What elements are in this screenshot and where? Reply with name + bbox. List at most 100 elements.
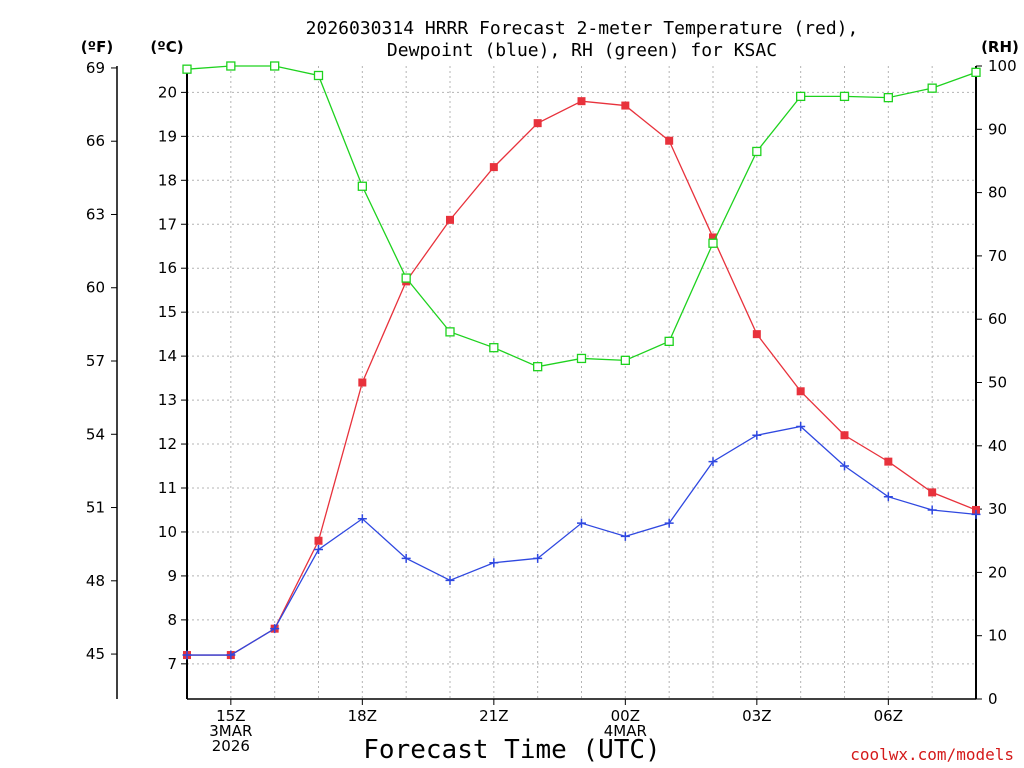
fahrenheit-tick-label: 54 (86, 425, 105, 443)
rh-tick-label: 10 (988, 627, 1007, 645)
celsius-tick-label: 12 (158, 435, 177, 453)
celsius-tick-label: 19 (158, 127, 177, 145)
rh-point (445, 327, 455, 337)
rh-point (357, 181, 367, 191)
dewpoint-point (357, 514, 367, 524)
celsius-tick-label: 13 (158, 391, 177, 409)
celsius-unit-label: (ºC) (150, 38, 183, 56)
x-tick-label: 21Z (479, 707, 508, 725)
temperature-point (314, 536, 323, 545)
celsius-tick-label: 11 (158, 479, 177, 497)
rh-point (270, 61, 280, 71)
fahrenheit-tick-label: 48 (86, 572, 105, 590)
dewpoint-point (620, 531, 630, 541)
x-tick-label: 3MAR (209, 722, 252, 740)
rh-tick-label: 50 (988, 374, 1007, 392)
dewpoint-point (796, 421, 806, 431)
gridlines (187, 66, 976, 699)
temperature-point (884, 457, 893, 466)
dewpoint-point (752, 430, 762, 440)
rh-unit-label: (RH) (981, 38, 1019, 56)
rh-point (839, 91, 850, 102)
rh-point (401, 273, 411, 283)
dewpoint-point (226, 650, 236, 660)
rh-tick-label: 90 (988, 120, 1007, 138)
temperature-point (928, 488, 937, 497)
rh-point (576, 353, 587, 364)
chart-title-line-1: 2026030314 HRRR Forecast 2-meter Tempera… (306, 18, 859, 39)
dewpoint-point (401, 553, 411, 563)
fahrenheit-unit-label: (ºF) (81, 38, 113, 56)
rh-point (664, 336, 674, 347)
dewpoint-point (708, 457, 718, 467)
temperature-point (577, 97, 586, 106)
celsius-tick-label: 8 (167, 611, 177, 629)
temperature-point (840, 431, 849, 440)
dewpoint-point (314, 545, 323, 555)
temperature-point (621, 101, 630, 110)
rh-point (533, 362, 543, 372)
credit-text: coolwx.com/models (850, 745, 1014, 764)
x-tick-label: 06Z (874, 707, 903, 725)
rh-point (927, 83, 937, 93)
chart-title-line-2: Dewpoint (blue), RH (green) for KSAC (387, 40, 777, 61)
rh-point (313, 70, 324, 81)
rh-tick-label: 80 (988, 184, 1007, 202)
rh-point (620, 355, 630, 365)
dewpoint-point (270, 624, 280, 634)
temperature-point (358, 378, 367, 387)
temperature-point (709, 233, 717, 242)
fahrenheit-tick-label: 60 (86, 279, 105, 297)
rh-point (708, 238, 718, 248)
x-tick-label: 18Z (348, 707, 377, 725)
dewpoint-point (533, 553, 543, 563)
dewpoint-line (187, 425, 977, 656)
fahrenheit-tick-label: 66 (86, 132, 105, 150)
dewpoint-point (840, 461, 849, 471)
celsius-tick-label: 17 (158, 215, 177, 233)
temperature-point (752, 330, 761, 339)
rh-point (489, 343, 499, 353)
fahrenheit-tick-label: 57 (86, 352, 105, 370)
x-axis-label: Forecast Time (UTC) (363, 735, 660, 765)
rh-point (752, 146, 762, 157)
dewpoint-point (182, 650, 192, 660)
celsius-tick-label: 16 (158, 259, 177, 277)
dewpoint-point (445, 575, 455, 585)
temperature-point (665, 136, 674, 145)
celsius-tick-label: 9 (167, 567, 177, 585)
x-tick-label: 03Z (742, 707, 771, 725)
x-tick-label: 00Z (611, 707, 640, 725)
data-series (182, 61, 981, 660)
temperature-point (446, 215, 454, 224)
rh-tick-label: 70 (988, 247, 1007, 265)
axes: 7 8 9 10 11 12 13 14 15 16 17 18 19 20 45 48 51 54 57 60 63 6… (86, 57, 1017, 755)
rh-tick-label: 100 (988, 57, 1017, 75)
celsius-tick-label: 7 (167, 655, 177, 673)
temperature-point (796, 387, 805, 396)
dewpoint-point (971, 509, 981, 519)
x-tick-label: 4MAR (604, 722, 647, 740)
rh-tick-label: 60 (988, 310, 1007, 328)
x-tick-label: 15Z (216, 707, 245, 725)
celsius-tick-label: 20 (158, 83, 177, 101)
dewpoint-point (927, 505, 937, 515)
rh-point (883, 93, 893, 103)
celsius-tick-label: 14 (158, 347, 177, 365)
fahrenheit-tick-label: 63 (86, 205, 105, 223)
rh-point (971, 67, 981, 77)
rh-tick-label: 20 (988, 563, 1007, 581)
dewpoint-point (489, 558, 499, 568)
fahrenheit-tick-label: 69 (86, 59, 105, 77)
fahrenheit-tick-label: 45 (86, 645, 105, 663)
rh-point (226, 61, 236, 71)
rh-tick-label: 0 (988, 690, 998, 708)
x-tick-label: 2026 (212, 737, 250, 755)
dewpoint-point (577, 518, 586, 528)
rh-tick-label: 30 (988, 500, 1007, 518)
temperature-point (533, 119, 542, 128)
celsius-tick-label: 15 (158, 303, 177, 321)
dewpoint-point (883, 492, 893, 502)
rh-tick-label: 40 (988, 437, 1007, 455)
